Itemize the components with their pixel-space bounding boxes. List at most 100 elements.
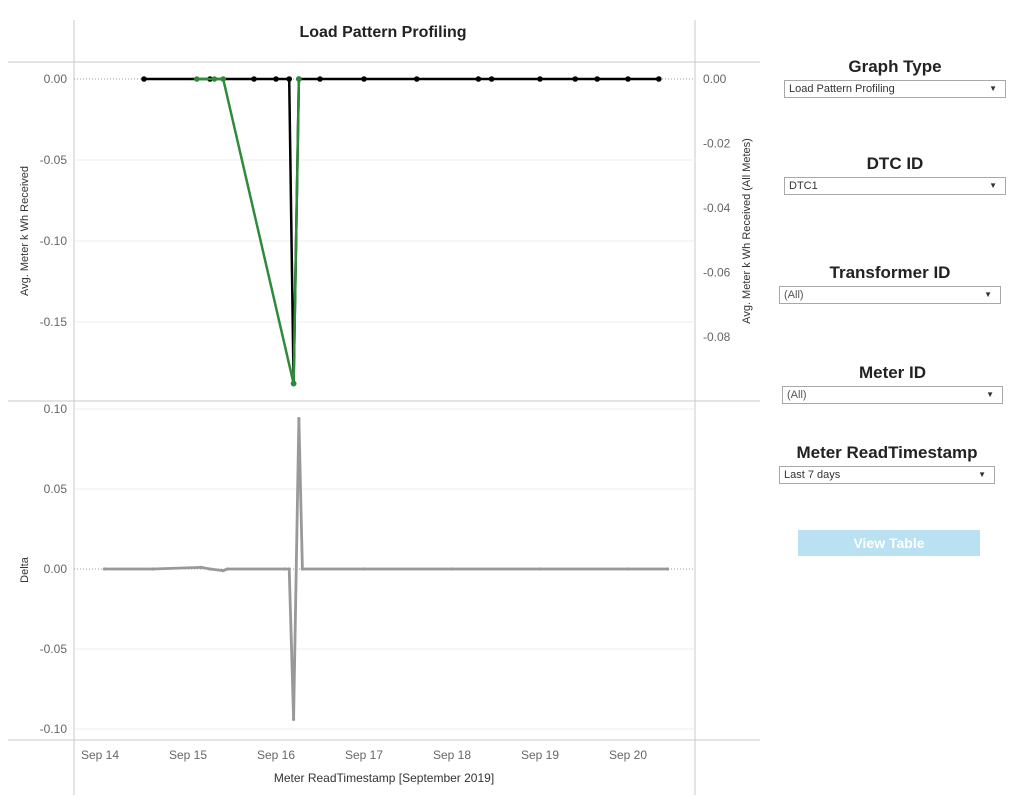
top-data-point (286, 76, 293, 82)
triangle-down-icon: ▼ (984, 290, 992, 299)
delta-series-line (104, 417, 668, 721)
dtc-id-select[interactable]: DTC1 ▼ (784, 177, 1006, 195)
x-tick-label: Sep 20 (609, 748, 647, 762)
dtc-id-control: DTC ID DTC1 ▼ (784, 154, 1006, 195)
delta-data-point (538, 567, 542, 571)
top-data-point (296, 76, 302, 82)
delta-data-point (300, 567, 304, 571)
chart-frame (8, 20, 760, 795)
graph-type-select[interactable]: Load Pattern Profiling ▼ (784, 80, 1006, 98)
meter-id-select[interactable]: (All) ▼ (782, 386, 1003, 404)
delta-data-point (199, 565, 203, 570)
delta-data-point (362, 567, 366, 571)
top-right-y-ticks: 0.00 -0.02 -0.04 -0.06 -0.08 (703, 72, 731, 344)
transformer-id-value: (All) (784, 289, 804, 301)
delta-data-point (283, 567, 287, 571)
top-data-point (361, 76, 367, 82)
view-table-button[interactable]: View Table (798, 530, 980, 556)
top-right-y-tick-label: -0.02 (703, 137, 731, 151)
top-right-y-tick-label: -0.06 (703, 266, 731, 280)
delta-data-point (226, 567, 230, 571)
meter-read-timestamp-title: Meter ReadTimestamp (796, 443, 978, 462)
top-data-point (141, 76, 147, 82)
top-data-point (625, 76, 631, 82)
delta-data-point (208, 567, 212, 571)
bottom-y-tick-label: -0.05 (40, 642, 68, 656)
delta-data-point (151, 567, 155, 571)
graph-type-value: Load Pattern Profiling (789, 83, 895, 95)
top-right-y-tick-label: 0.00 (703, 72, 727, 86)
top-series-line (144, 77, 659, 385)
meter-id-value: (All) (787, 389, 807, 401)
top-data-point (594, 76, 600, 82)
x-tick-label: Sep 16 (257, 748, 295, 762)
delta-data-point (292, 717, 296, 722)
delta-data-point (297, 417, 301, 421)
top-left-y-tick-label: -0.10 (40, 234, 68, 248)
delta-data-point (221, 569, 225, 573)
meter-read-timestamp-value: Last 7 days (784, 469, 841, 481)
transformer-id-control: Transformer ID (All) ▼ (779, 263, 1001, 304)
delta-data-point (102, 567, 106, 571)
triangle-down-icon: ▼ (989, 84, 997, 93)
top-data-point (290, 380, 297, 387)
transformer-id-select[interactable]: (All) ▼ (779, 286, 1001, 304)
top-series-line (196, 77, 301, 385)
bottom-y-tick-label: 0.00 (44, 562, 68, 576)
meter-id-title: Meter ID (858, 363, 927, 382)
top-data-point (273, 76, 279, 82)
top-data-point (488, 76, 495, 82)
x-axis-ticks: Sep 14 Sep 15 Sep 16 Sep 17 Sep 18 Sep 19 Sep … (81, 748, 647, 762)
top-right-y-axis-title: Avg. Meter k Wh Received (All Metes) (741, 138, 753, 324)
top-data-point (414, 76, 420, 82)
top-panel-gridlines (74, 78, 695, 323)
top-data-point (475, 76, 482, 82)
bottom-y-tick-label: 0.10 (44, 402, 68, 416)
dtc-id-title: DTC ID (866, 154, 924, 173)
delta-data-point (450, 567, 454, 571)
top-data-point (537, 76, 543, 82)
top-panel-series (141, 76, 662, 387)
bottom-y-axis-title: Delta (19, 556, 31, 583)
x-tick-label: Sep 14 (81, 748, 119, 762)
load-pattern-chart: Load Pattern Profiling 0.00 -0.05 -0.10 -0.… (8, 20, 760, 795)
meter-id-control: Meter ID (All) ▼ (782, 363, 1003, 404)
chart-title: Load Pattern Profiling (299, 24, 466, 41)
bottom-panel-series (102, 417, 670, 722)
graph-type-title: Graph Type (848, 57, 942, 76)
triangle-down-icon: ▼ (986, 390, 994, 399)
bottom-y-ticks: 0.10 0.05 0.00 -0.05 -0.10 (40, 402, 68, 736)
x-tick-label: Sep 19 (521, 748, 559, 762)
top-data-point (317, 76, 323, 82)
top-data-point (572, 76, 578, 82)
x-tick-label: Sep 17 (345, 748, 383, 762)
triangle-down-icon: ▼ (978, 470, 986, 479)
bottom-y-tick-label: -0.10 (40, 722, 68, 736)
top-left-y-tick-label: -0.15 (40, 315, 68, 329)
x-axis-title: Meter ReadTimestamp [September 2019] (274, 771, 494, 785)
bottom-y-tick-label: 0.05 (44, 482, 68, 496)
top-right-y-tick-label: -0.08 (703, 330, 731, 344)
delta-data-point (287, 567, 291, 571)
top-left-y-tick-label: 0.00 (44, 72, 68, 86)
delta-data-point (626, 567, 630, 571)
dtc-id-value: DTC1 (789, 180, 818, 192)
delta-data-point (666, 567, 670, 571)
top-data-point (220, 76, 226, 82)
x-tick-label: Sep 18 (433, 748, 471, 762)
top-left-y-axis-title: Avg. Meter k Wh Received (19, 166, 31, 296)
top-left-y-ticks: 0.00 -0.05 -0.10 -0.15 (40, 72, 68, 329)
top-data-point (251, 76, 257, 82)
meter-read-timestamp-select[interactable]: Last 7 days ▼ (779, 466, 995, 484)
top-left-y-tick-label: -0.05 (40, 153, 68, 167)
transformer-id-title: Transformer ID (829, 263, 951, 282)
bottom-panel-gridlines (74, 408, 695, 730)
meter-read-timestamp-control: Meter ReadTimestamp Last 7 days ▼ (779, 443, 995, 484)
top-data-point (656, 76, 662, 82)
x-tick-label: Sep 15 (169, 748, 207, 762)
top-data-point (211, 76, 218, 82)
top-data-point (194, 76, 200, 82)
graph-type-control: Graph Type Load Pattern Profiling ▼ (784, 57, 1006, 98)
triangle-down-icon: ▼ (989, 181, 997, 190)
top-right-y-tick-label: -0.04 (703, 201, 731, 215)
